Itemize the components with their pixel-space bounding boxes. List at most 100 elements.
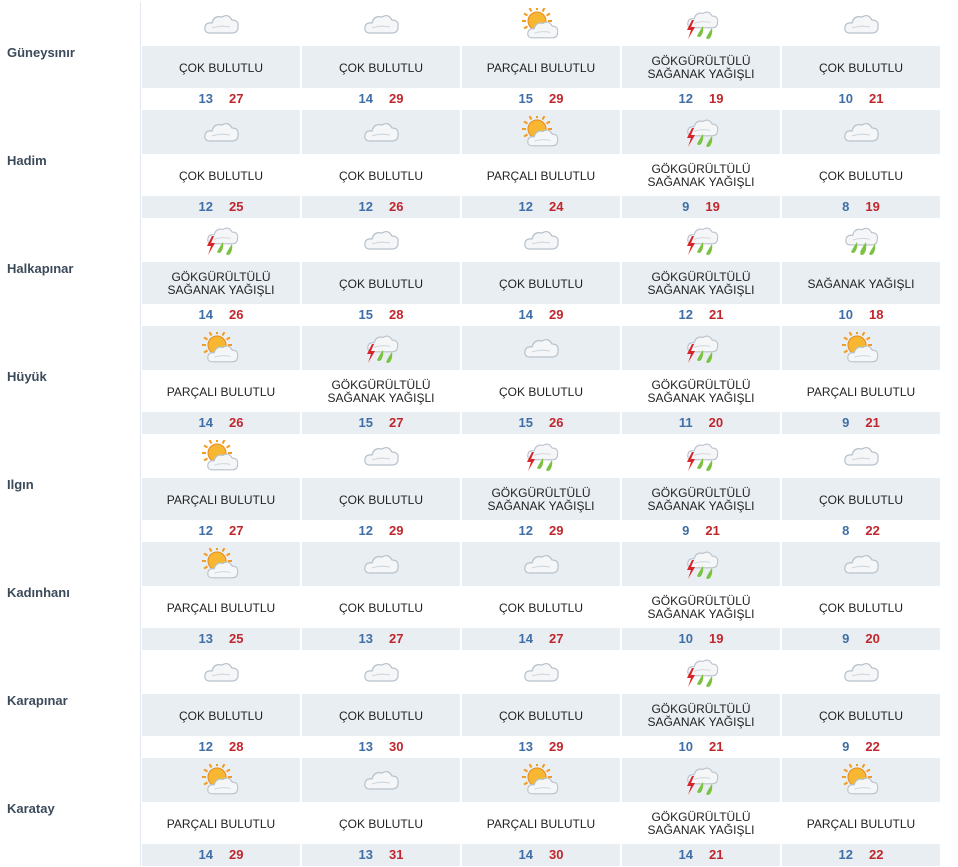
cloudy-icon [201,8,241,43]
max-temp: 29 [389,91,404,106]
min-temp: 14 [518,631,533,646]
cell-band [142,694,300,736]
city-name[interactable]: Halkapınar [7,260,74,276]
cell-band [782,478,940,520]
temperature-range: 12 25 [142,199,300,214]
weather-description: GÖKGÜRÜLTÜLÜ SAĞANAK YAĞIŞLI [302,379,460,405]
min-temp: 12 [518,199,533,214]
cell-band [782,412,940,434]
cell-band [302,844,460,866]
forecast-cell: ÇOK BULUTLU 10 21 [782,2,940,110]
max-temp: 21 [709,847,724,862]
forecast-cell: ÇOK BULUTLU 9 22 [782,650,940,758]
min-temp: 9 [842,631,850,646]
weather-description: PARÇALI BULUTLU [806,385,916,399]
min-temp: 10 [838,91,853,106]
weather-description: PARÇALI BULUTLU [486,817,596,831]
weather-description: GÖKGÜRÜLTÜLÜ SAĞANAK YAĞIŞLI [622,487,780,513]
temperature-range: 10 18 [782,307,940,322]
max-temp: 21 [869,91,884,106]
max-temp: 19 [705,199,720,214]
forecast-cell: ÇOK BULUTLU 13 29 [462,650,620,758]
city-name[interactable]: Hadim [7,152,47,168]
min-temp: 12 [198,739,213,754]
thunder-shower-icon [521,440,561,481]
cell-band [622,628,780,650]
city-name[interactable]: Ilgın [7,476,34,492]
desc-line: GÖKGÜRÜLTÜLÜ [651,378,751,392]
min-temp: 13 [358,739,373,754]
weather-description: ÇOK BULUTLU [818,169,904,183]
thunder-shower-icon [681,440,721,481]
temperature-range: 9 20 [782,631,940,646]
max-temp: 28 [389,307,404,322]
forecast-cell: GÖKGÜRÜLTÜLÜ SAĞANAK YAĞIŞLI 15 27 [302,326,460,434]
desc-line: SAĞANAK YAĞIŞLI [647,67,755,81]
min-temp: 13 [358,631,373,646]
max-temp: 18 [869,307,884,322]
city-name[interactable]: Güneysınır [7,44,75,60]
partly-cloudy-icon [841,762,881,801]
min-temp: 14 [198,307,213,322]
forecast-cell: ÇOK BULUTLU 8 19 [782,110,940,218]
cloudy-icon [201,116,241,151]
max-temp: 28 [229,739,244,754]
min-temp: 15 [358,415,373,430]
temperature-range: 12 24 [462,199,620,214]
min-temp: 9 [842,415,850,430]
city-cell: Hadim [0,110,141,218]
partly-cloudy-icon [201,330,241,369]
forecast-cell: GÖKGÜRÜLTÜLÜ SAĞANAK YAĞIŞLI 14 26 [142,218,300,326]
city-name[interactable]: Karapınar [7,692,68,708]
cloudy-icon [361,656,401,691]
partly-cloudy-icon [201,438,241,477]
temperature-range: 14 27 [462,631,620,646]
cell-band [462,694,620,736]
max-temp: 30 [389,739,404,754]
min-temp: 13 [518,739,533,754]
weather-description: ÇOK BULUTLU [818,61,904,75]
temperature-range: 12 29 [302,523,460,538]
weather-description: PARÇALI BULUTLU [486,169,596,183]
cloudy-icon [361,548,401,583]
cell-band [622,844,780,866]
forecast-cell: PARÇALI BULUTLU 14 29 [142,758,300,866]
temperature-range: 9 22 [782,739,940,754]
forecast-cell: ÇOK BULUTLU 13 30 [302,650,460,758]
max-temp: 25 [229,199,244,214]
cell-band [622,478,780,520]
temperature-range: 13 27 [302,631,460,646]
forecast-cell: ÇOK BULUTLU 12 29 [302,434,460,542]
max-temp: 27 [229,523,244,538]
weather-description: ÇOK BULUTLU [498,709,584,723]
temperature-range: 12 19 [622,91,780,106]
temperature-range: 9 19 [622,199,780,214]
weather-description: GÖKGÜRÜLTÜLÜ SAĞANAK YAĞIŞLI [622,595,780,621]
cloudy-icon [361,440,401,475]
cloudy-icon [521,656,561,691]
cloudy-icon [521,332,561,367]
desc-line: GÖKGÜRÜLTÜLÜ [651,486,751,500]
cloudy-icon [841,440,881,475]
city-name[interactable]: Hüyük [7,368,47,384]
city-name[interactable]: Kadınhanı [7,584,70,600]
min-temp: 10 [838,307,853,322]
desc-line: SAĞANAK YAĞIŞLI [647,823,755,837]
min-temp: 12 [358,523,373,538]
temperature-range: 15 27 [302,415,460,430]
partly-cloudy-icon [521,6,561,45]
weather-description: GÖKGÜRÜLTÜLÜ SAĞANAK YAĞIŞLI [462,487,620,513]
forecast-cell: ÇOK BULUTLU 14 27 [462,542,620,650]
temperature-range: 14 26 [142,307,300,322]
forecast-cell: ÇOK BULUTLU 8 22 [782,434,940,542]
cell-band [782,196,940,218]
city-cell: Ilgın [0,434,141,542]
city-name[interactable]: Karatay [7,800,55,816]
min-temp: 8 [842,199,850,214]
weather-description: ÇOK BULUTLU [338,61,424,75]
thunder-shower-icon [681,8,721,49]
forecast-cell: ÇOK BULUTLU 9 20 [782,542,940,650]
cloudy-icon [201,656,241,691]
weather-description: ÇOK BULUTLU [498,277,584,291]
desc-line: SAĞANAK YAĞIŞLI [167,283,275,297]
